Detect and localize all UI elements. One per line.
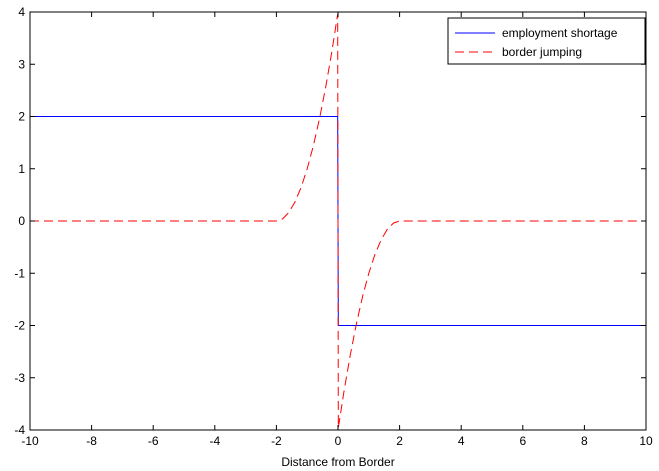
y-tick-label: -3 — [14, 371, 25, 385]
x-tick-label: 2 — [396, 434, 403, 448]
x-tick-label: 6 — [519, 434, 526, 448]
y-tick-label: -2 — [14, 319, 25, 333]
series-line-border-jumping — [30, 14, 646, 428]
y-tick-label: 2 — [18, 110, 25, 124]
x-tick-label: -10 — [21, 434, 39, 448]
legend-label-employment-shortage: employment shortage — [502, 26, 618, 40]
y-tick-label: -1 — [14, 266, 25, 280]
legend-box — [447, 17, 646, 65]
x-tick-label: 8 — [581, 434, 588, 448]
x-tick-label: -6 — [148, 434, 159, 448]
legend-label-border-jumping: border jumping — [502, 45, 582, 59]
x-tick-label: 10 — [639, 434, 653, 448]
y-tick-label: 4 — [18, 5, 25, 19]
y-tick-label: 0 — [18, 214, 25, 228]
x-tick-label: 4 — [458, 434, 465, 448]
x-tick-label: -2 — [271, 434, 282, 448]
x-tick-label: 0 — [335, 434, 342, 448]
y-tick-label: 3 — [18, 57, 25, 71]
legend: employment shortage border jumping — [447, 17, 646, 65]
x-axis-label: Distance from Border — [281, 455, 394, 469]
y-tick-label: -4 — [14, 423, 25, 437]
x-tick-label: -8 — [86, 434, 97, 448]
x-tick-label: -4 — [209, 434, 220, 448]
plot-lines — [30, 14, 646, 428]
y-tick-label: 1 — [18, 162, 25, 176]
